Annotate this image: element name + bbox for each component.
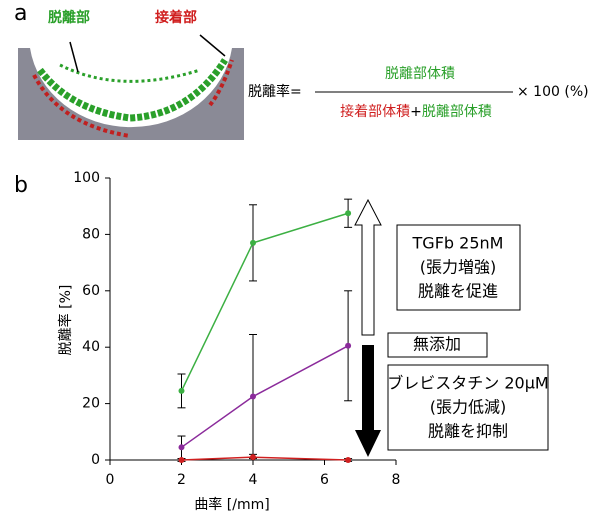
annotation: 無添加 — [413, 335, 461, 354]
data-point — [250, 454, 256, 460]
y-axis-label: 脱離率 [%] — [57, 285, 74, 356]
formula-numerator: 脱離部体積 — [385, 65, 455, 82]
x-tick-label: 2 — [177, 472, 186, 488]
panel-label: b — [14, 173, 28, 198]
annotation: ブレビスタチン 20μM — [387, 374, 548, 393]
annotation: TGFb 25nM — [412, 234, 504, 253]
attached-label: 接着部 — [155, 9, 197, 26]
formula-lhs: 脱離率= — [248, 83, 302, 100]
y-tick-label: 60 — [82, 283, 100, 299]
data-point — [179, 444, 185, 450]
denominator-plus: + — [410, 104, 422, 120]
annotation: (張力低減) — [430, 398, 507, 417]
figure: a 脱離部 接着部 脱離率= 脱離部体積 接着部体積+脱離部体積 × 100 (… — [0, 0, 600, 516]
denominator-attached: 接着部体積 — [340, 103, 410, 120]
annotation: (張力増強) — [420, 258, 497, 277]
x-tick-label: 8 — [392, 472, 401, 488]
denominator-detached: 脱離部体積 — [422, 103, 492, 120]
data-point — [179, 457, 185, 463]
data-point — [250, 240, 256, 246]
formula-factor: × 100 (%) — [517, 84, 589, 100]
x-tick-label: 0 — [106, 472, 115, 488]
x-axis-label: 曲率 [/mm] — [194, 496, 269, 513]
data-point — [250, 394, 256, 400]
y-tick-label: 100 — [73, 170, 100, 186]
annotation: 脱離を抑制 — [428, 422, 508, 441]
y-tick-label: 20 — [82, 396, 100, 412]
series-line — [182, 213, 349, 391]
series-line — [182, 346, 349, 448]
y-tick-label: 80 — [82, 226, 100, 242]
data-point — [345, 457, 351, 463]
y-tick-label: 40 — [82, 339, 100, 355]
micrograph — [18, 35, 244, 140]
detached-label: 脱離部 — [48, 9, 90, 26]
x-tick-label: 4 — [249, 472, 258, 488]
annotation: 脱離を促進 — [418, 282, 498, 301]
data-point — [345, 210, 351, 216]
formula-denominator: 接着部体積+脱離部体積 — [340, 103, 492, 120]
x-tick-label: 6 — [320, 472, 329, 488]
panel-label: a — [14, 1, 27, 26]
data-point — [345, 343, 351, 349]
data-point — [179, 388, 185, 394]
y-tick-label: 0 — [91, 452, 100, 468]
